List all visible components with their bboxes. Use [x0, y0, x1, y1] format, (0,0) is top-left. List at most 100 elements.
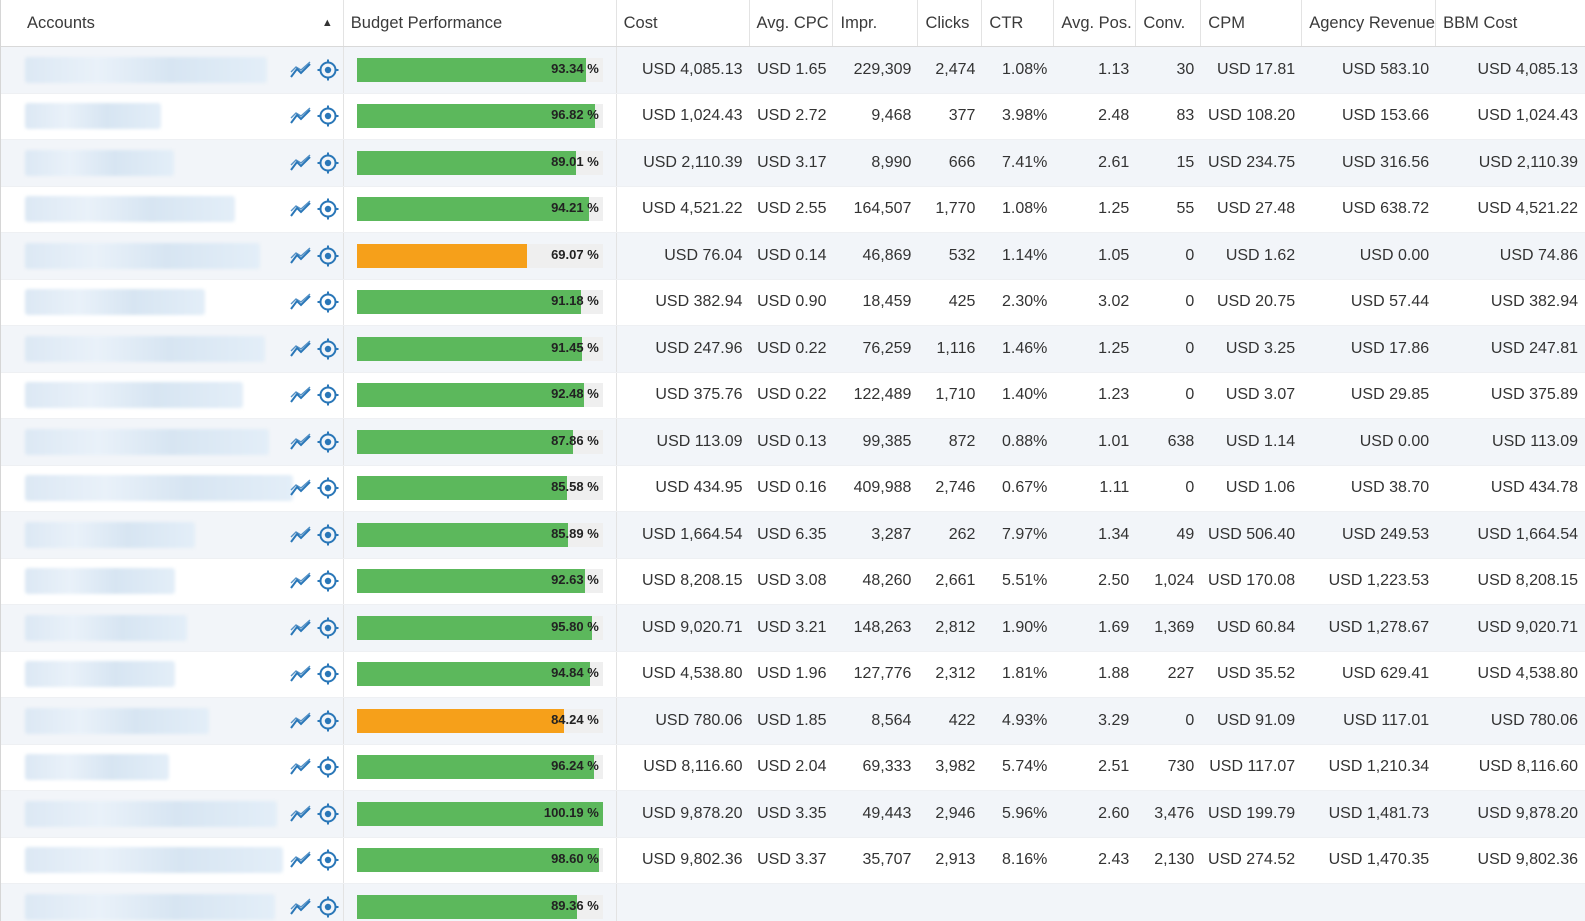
col-header-bbm-cost[interactable]: BBM Cost: [1443, 13, 1518, 32]
budget-performance-cell: 98.60 %: [344, 837, 617, 883]
col-header-ctr[interactable]: CTR: [982, 0, 1055, 46]
col-header-agency-revenue[interactable]: Agency Revenue: [1302, 0, 1437, 46]
account-name-cell[interactable]: [1, 837, 344, 883]
target-icon[interactable]: [317, 245, 339, 267]
trend-chart-icon[interactable]: [290, 758, 312, 776]
trend-chart-icon[interactable]: [290, 805, 312, 823]
table-row[interactable]: 92.63 % USD 8,208.15 USD 3.08 48,260 2,661 5.…: [1, 558, 1585, 605]
trend-chart-icon[interactable]: [290, 61, 312, 79]
table-row[interactable]: 96.82 % USD 1,024.43 USD 2.72 9,468 377 3.98%…: [1, 93, 1585, 140]
table-row[interactable]: 91.18 % USD 382.94 USD 0.90 18,459 425 2.30% 3…: [1, 279, 1585, 326]
table-row[interactable]: 94.84 % USD 4,538.80 USD 1.96 127,776 2,312 1…: [1, 651, 1585, 698]
col-header-clicks[interactable]: Clicks: [918, 0, 983, 46]
table-row[interactable]: 91.45 % USD 247.96 USD 0.22 76,259 1,116 1.46…: [1, 326, 1585, 373]
target-icon[interactable]: [317, 384, 339, 406]
account-name-cell[interactable]: [1, 512, 344, 558]
trend-chart-icon[interactable]: [290, 526, 312, 544]
table-row[interactable]: 96.24 % USD 8,116.60 USD 2.04 69,333 3,982 5.…: [1, 744, 1585, 791]
trend-chart-icon[interactable]: [290, 386, 312, 404]
trend-chart-icon[interactable]: [290, 154, 312, 172]
table-row[interactable]: 69.07 % USD 76.04 USD 0.14 46,869 532 1.14% 1.…: [1, 233, 1585, 280]
target-icon[interactable]: [317, 570, 339, 592]
ctr-cell: 1.81%: [1001, 665, 1048, 683]
target-icon[interactable]: [317, 663, 339, 685]
target-icon[interactable]: [317, 849, 339, 871]
agency-revenue-cell: USD 1,278.67: [1328, 618, 1430, 636]
sort-asc-icon[interactable]: ▲: [321, 17, 333, 29]
target-icon[interactable]: [317, 291, 339, 313]
account-name-cell[interactable]: [1, 884, 344, 921]
trend-chart-icon[interactable]: [290, 851, 312, 869]
account-name-cell[interactable]: [1, 326, 344, 372]
col-header-avg-pos[interactable]: Avg. Pos.: [1054, 0, 1137, 46]
target-icon[interactable]: [317, 198, 339, 220]
table-row[interactable]: 93.34 % USD 4,085.13 USD 1.65 229,309 2,474 1…: [1, 47, 1585, 94]
target-icon[interactable]: [317, 59, 339, 81]
table-row[interactable]: 87.86 % USD 113.09 USD 0.13 99,385 872 0.88% 1…: [1, 419, 1585, 466]
trend-chart-icon[interactable]: [290, 665, 312, 683]
col-header-avg-cpc[interactable]: Avg. CPC: [750, 0, 834, 46]
account-name-cell[interactable]: [1, 233, 344, 279]
table-row[interactable]: 95.80 % USD 9,020.71 USD 3.21 148,263 2,812 1…: [1, 605, 1585, 652]
account-name-cell[interactable]: [1, 465, 344, 511]
table-row[interactable]: 100.19 % USD 9,878.20 USD 3.35 49,443 2,946 5…: [1, 791, 1585, 838]
target-icon[interactable]: [317, 524, 339, 546]
account-name-cell[interactable]: [1, 605, 344, 651]
table-row[interactable]: 98.60 % USD 9,802.36 USD 3.37 35,707 2,913 8.…: [1, 837, 1585, 884]
col-header-accounts[interactable]: Accounts ▲: [1, 0, 344, 46]
account-name-cell[interactable]: [1, 651, 344, 697]
target-icon[interactable]: [317, 896, 339, 918]
table-row[interactable]: 89.36 %: [1, 884, 1585, 921]
impressions-cell: 48,260: [862, 572, 912, 590]
account-name-cell[interactable]: [1, 279, 344, 325]
trend-chart-icon[interactable]: [290, 433, 312, 451]
table-row[interactable]: 94.21 % USD 4,521.22 USD 2.55 164,507 1,770 1…: [1, 186, 1585, 233]
budget-performance-cell: 93.34 %: [344, 47, 617, 93]
target-icon[interactable]: [317, 803, 339, 825]
account-name-cell[interactable]: [1, 93, 344, 139]
trend-chart-icon[interactable]: [290, 572, 312, 590]
agency-revenue-cell: USD 1,481.73: [1328, 804, 1430, 822]
target-icon[interactable]: [317, 477, 339, 499]
account-name-cell[interactable]: [1, 744, 344, 790]
table-row[interactable]: 85.89 % USD 1,664.54 USD 6.35 3,287 262 7.97%…: [1, 512, 1585, 559]
table-row[interactable]: 85.58 % USD 434.95 USD 0.16 409,988 2,746 0.6…: [1, 465, 1585, 512]
trend-chart-icon[interactable]: [290, 247, 312, 265]
trend-chart-icon[interactable]: [290, 200, 312, 218]
trend-chart-icon[interactable]: [290, 340, 312, 358]
trend-chart-icon[interactable]: [290, 293, 312, 311]
account-name-cell[interactable]: [1, 47, 344, 93]
target-icon[interactable]: [317, 105, 339, 127]
col-header-conversions[interactable]: Conv.: [1136, 0, 1202, 46]
budget-performance-cell: 92.63 %: [344, 558, 617, 604]
target-icon[interactable]: [317, 338, 339, 360]
trend-chart-icon[interactable]: [290, 898, 312, 916]
account-name-cell[interactable]: [1, 419, 344, 465]
account-name-cell[interactable]: [1, 791, 344, 837]
trend-chart-icon[interactable]: [290, 619, 312, 637]
col-header-cost[interactable]: Cost: [617, 0, 750, 46]
account-name-cell[interactable]: [1, 698, 344, 744]
bbm-cost-cell: USD 4,538.80: [1477, 665, 1579, 683]
col-header-budget-performance[interactable]: Budget Performance: [344, 0, 617, 46]
target-icon[interactable]: [317, 756, 339, 778]
clicks-cell: 1,116: [936, 339, 976, 357]
table-row[interactable]: 92.48 % USD 375.76 USD 0.22 122,489 1,710 1.4…: [1, 372, 1585, 419]
target-icon[interactable]: [317, 431, 339, 453]
budget-progress-bar: 85.58 %: [356, 476, 603, 501]
account-name-cell[interactable]: [1, 186, 344, 232]
trend-chart-icon[interactable]: [290, 479, 312, 497]
cpm-cell: USD 108.20: [1208, 107, 1296, 125]
trend-chart-icon[interactable]: [290, 107, 312, 125]
trend-chart-icon[interactable]: [290, 712, 312, 730]
account-name-cell[interactable]: [1, 372, 344, 418]
col-header-cpm[interactable]: CPM: [1201, 0, 1303, 46]
account-name-cell[interactable]: [1, 140, 344, 186]
target-icon[interactable]: [317, 710, 339, 732]
table-row[interactable]: 84.24 % USD 780.06 USD 1.85 8,564 422 4.93% 3.…: [1, 698, 1585, 745]
target-icon[interactable]: [317, 152, 339, 174]
target-icon[interactable]: [317, 617, 339, 639]
table-row[interactable]: 89.01 % USD 2,110.39 USD 3.17 8,990 666 7.41%…: [1, 140, 1585, 187]
col-header-impressions[interactable]: Impr.: [833, 0, 919, 46]
account-name-cell[interactable]: [1, 558, 344, 604]
